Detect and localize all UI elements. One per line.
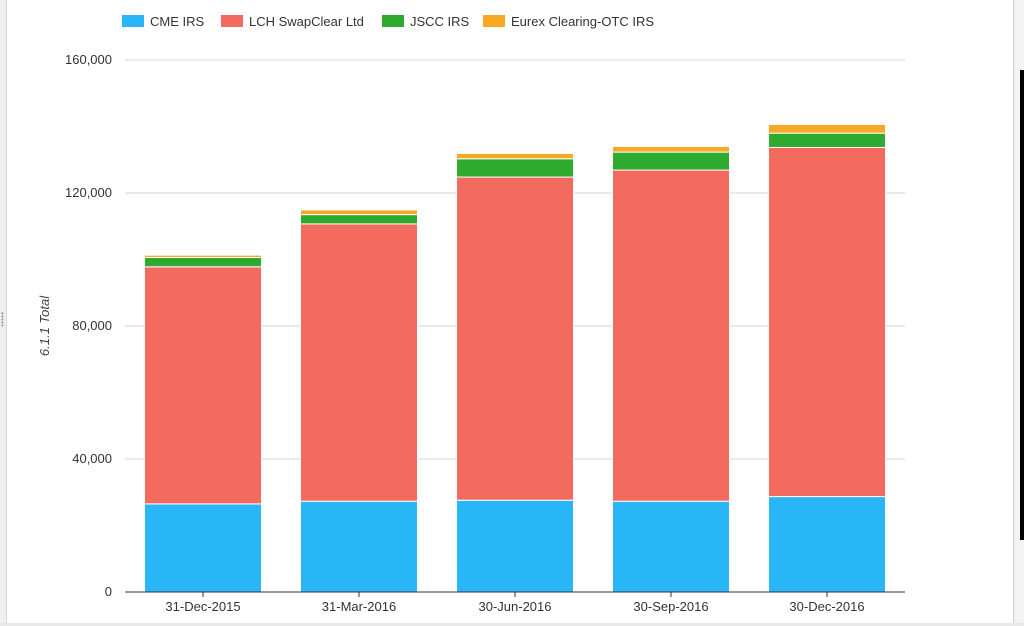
bar-segment[interactable] bbox=[612, 151, 730, 171]
grip-icon[interactable]: • • • • • bbox=[1, 309, 4, 330]
y-tick-label: 160,000 bbox=[65, 52, 112, 67]
bar-segment[interactable] bbox=[456, 176, 574, 501]
y-axis-label: 6.1.1 Total bbox=[37, 295, 52, 356]
legend-label: JSCC IRS bbox=[410, 14, 470, 29]
bar-segment[interactable] bbox=[456, 499, 574, 593]
legend-swatch bbox=[483, 15, 505, 27]
bar-segment[interactable] bbox=[612, 500, 730, 593]
x-tick-label: 30-Dec-2016 bbox=[789, 599, 864, 614]
x-tick-label: 31-Dec-2015 bbox=[165, 599, 240, 614]
legend-label: LCH SwapClear Ltd bbox=[249, 14, 364, 29]
bar-stack[interactable] bbox=[300, 209, 418, 593]
y-tick-label: 80,000 bbox=[72, 318, 112, 333]
scrollbar-track[interactable] bbox=[1020, 70, 1024, 540]
bar-segment[interactable] bbox=[300, 214, 418, 225]
bar-stack[interactable] bbox=[612, 145, 730, 593]
bottom-border bbox=[0, 623, 1024, 626]
y-tick-label: 0 bbox=[105, 584, 112, 599]
x-tick-label: 30-Jun-2016 bbox=[479, 599, 552, 614]
legend-item[interactable]: JSCC IRS bbox=[382, 14, 470, 29]
bar-segment[interactable] bbox=[456, 152, 574, 160]
bar-segment[interactable] bbox=[768, 124, 886, 134]
y-tick-label: 40,000 bbox=[72, 451, 112, 466]
legend-item[interactable]: CME IRS bbox=[122, 14, 205, 29]
x-tick-label: 30-Sep-2016 bbox=[633, 599, 708, 614]
bars bbox=[144, 124, 886, 593]
bar-segment[interactable] bbox=[768, 146, 886, 498]
legend-label: CME IRS bbox=[150, 14, 205, 29]
legend: CME IRS LCH SwapClear Ltd JSCC IRS Eurex Cl… bbox=[122, 14, 654, 29]
bar-segment[interactable] bbox=[456, 158, 574, 178]
legend-swatch bbox=[122, 15, 144, 27]
legend-item[interactable]: LCH SwapClear Ltd bbox=[221, 14, 364, 29]
bar-segment[interactable] bbox=[612, 169, 730, 502]
bar-segment[interactable] bbox=[300, 500, 418, 593]
legend-swatch bbox=[221, 15, 243, 27]
bar-segment[interactable] bbox=[144, 254, 262, 259]
bar-segment[interactable] bbox=[768, 132, 886, 148]
bar-stack[interactable] bbox=[456, 152, 574, 593]
bar-segment[interactable] bbox=[300, 209, 418, 216]
bar-segment[interactable] bbox=[612, 145, 730, 153]
bar-segment[interactable] bbox=[144, 266, 262, 505]
bar-segment[interactable] bbox=[144, 257, 262, 268]
x-tick-label: 31-Mar-2016 bbox=[322, 599, 396, 614]
bar-segment[interactable] bbox=[300, 223, 418, 502]
x-axis: 31-Dec-2015 31-Mar-2016 30-Jun-2016 30-Sep-… bbox=[125, 591, 905, 614]
y-tick-label: 120,000 bbox=[65, 185, 112, 200]
legend-item[interactable]: Eurex Clearing-OTC IRS bbox=[483, 14, 654, 29]
resize-handle[interactable]: • • • • • bbox=[0, 0, 7, 626]
legend-swatch bbox=[382, 15, 404, 27]
y-axis-ticks: 0 40,000 80,000 120,000 160,000 bbox=[65, 52, 112, 599]
legend-label: Eurex Clearing-OTC IRS bbox=[511, 14, 654, 29]
right-border bbox=[1013, 0, 1024, 626]
bar-segment[interactable] bbox=[768, 496, 886, 593]
bar-segment[interactable] bbox=[144, 503, 262, 593]
bar-stack[interactable] bbox=[768, 124, 886, 593]
bar-stack[interactable] bbox=[144, 254, 262, 593]
